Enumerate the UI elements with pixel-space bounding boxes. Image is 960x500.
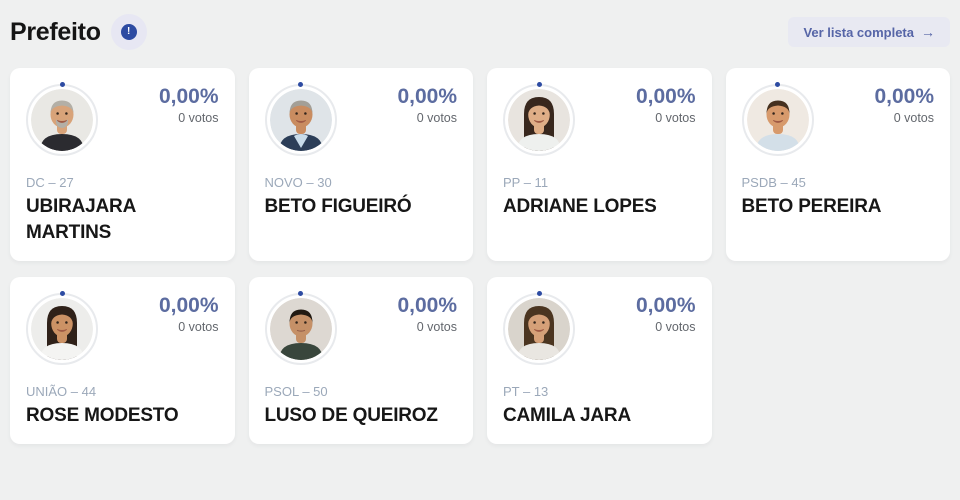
percent-value: 0,00% [635, 85, 696, 108]
votes-count: 0 votos [178, 111, 219, 126]
party-label: NOVO – 30 [264, 175, 332, 190]
page-title: Prefeito [10, 17, 101, 46]
card-top-row: 0,00% 0 votos [741, 82, 934, 156]
candidate-card[interactable]: 0,00% 0 votos DC – 27 UBIRAJARA MARTINS [10, 68, 235, 262]
info-button[interactable]: ! [110, 14, 147, 50]
card-top-row: 0,00% 0 votos [264, 82, 457, 156]
progress-dot-icon [298, 82, 303, 87]
progress-dot-icon [59, 291, 65, 297]
page-header: Prefeito ! Ver lista completa → [10, 12, 950, 52]
card-top-row: 0,00% 0 votos [264, 291, 457, 366]
candidate-card[interactable]: 0,00% 0 votos UNIÃO – 44 ROSE MODESTO [10, 277, 235, 445]
candidate-photo [31, 298, 93, 361]
card-top-row: 0,00% 0 votos [26, 291, 219, 366]
avatar-ring [26, 291, 98, 366]
arrow-right-icon: → [921, 24, 935, 40]
progress-dot-icon [775, 82, 780, 87]
candidate-photo [508, 298, 570, 361]
candidate-photo [31, 89, 93, 151]
avatar-ring [503, 291, 575, 366]
candidate-name: CAMILA JARA [503, 405, 631, 427]
avatar-ring [264, 291, 337, 366]
vote-stats: 0,00% 0 votos [636, 293, 696, 334]
party-label: DC – 27 [26, 175, 74, 190]
candidate-card[interactable]: 0,00% 0 votos NOVO – 30 BETO FIGUEIRÓ [248, 68, 473, 262]
party-label: PP – 11 [503, 175, 549, 190]
votes-count: 0 votos [655, 320, 696, 335]
candidate-name: BETO PEREIRA [741, 196, 882, 217]
votes-count: 0 votos [178, 320, 219, 335]
candidate-photo [269, 89, 332, 151]
avatar-ring [264, 82, 337, 156]
candidates-grid: 0,00% 0 votos DC – 27 UBIRAJARA MARTINS [10, 68, 950, 445]
votes-count: 0 votos [655, 111, 696, 126]
vote-stats: 0,00% 0 votos [397, 84, 457, 125]
vote-stats: 0,00% 0 votos [159, 293, 219, 334]
card-top-row: 0,00% 0 votos [503, 82, 696, 156]
progress-dot-icon [536, 82, 542, 87]
avatar-ring [741, 82, 814, 156]
candidate-name: BETO FIGUEIRÓ [264, 196, 412, 217]
avatar-ring [26, 82, 98, 156]
percent-value: 0,00% [397, 85, 457, 108]
candidate-photo [508, 89, 570, 151]
votes-count: 0 votos [416, 111, 457, 126]
candidate-card[interactable]: 0,00% 0 votos PP – 11 ADRIANE LOPES [487, 68, 712, 262]
candidate-photo [269, 298, 332, 361]
candidate-name: UBIRAJARA MARTINS [26, 196, 136, 244]
avatar-ring [503, 82, 575, 156]
percent-value: 0,00% [635, 294, 696, 318]
card-top-row: 0,00% 0 votos [503, 291, 696, 366]
candidate-name: LUSO DE QUEIROZ [264, 405, 438, 427]
percent-value: 0,00% [397, 294, 457, 318]
candidate-photo [746, 89, 809, 151]
candidate-card[interactable]: 0,00% 0 votos PSOL – 50 LUSO DE QUEIROZ [248, 277, 473, 445]
votes-count: 0 votos [416, 320, 457, 335]
percent-value: 0,00% [158, 294, 219, 318]
candidate-name: ADRIANE LOPES [503, 196, 657, 217]
full-list-button[interactable]: Ver lista completa → [788, 17, 950, 47]
vote-stats: 0,00% 0 votos [159, 84, 219, 125]
party-label: PSDB – 45 [741, 175, 806, 190]
party-label: UNIÃO – 44 [26, 384, 97, 400]
vote-stats: 0,00% 0 votos [636, 84, 696, 125]
candidate-name: ROSE MODESTO [26, 405, 179, 427]
info-icon: ! [120, 24, 137, 40]
candidate-card[interactable]: 0,00% 0 votos PT – 13 CAMILA JARA [487, 277, 712, 445]
progress-dot-icon [59, 82, 65, 87]
candidate-card[interactable]: 0,00% 0 votos PSDB – 45 BETO PEREIRA [725, 68, 950, 262]
party-label: PT – 13 [503, 384, 549, 400]
progress-dot-icon [298, 291, 303, 297]
vote-stats: 0,00% 0 votos [397, 293, 457, 334]
progress-dot-icon [536, 291, 542, 297]
percent-value: 0,00% [874, 85, 934, 108]
full-list-button-label: Ver lista completa [803, 24, 914, 40]
party-label: PSOL – 50 [264, 384, 328, 400]
votes-count: 0 votos [893, 111, 934, 126]
vote-stats: 0,00% 0 votos [874, 84, 934, 125]
card-top-row: 0,00% 0 votos [26, 82, 219, 156]
percent-value: 0,00% [158, 85, 219, 108]
